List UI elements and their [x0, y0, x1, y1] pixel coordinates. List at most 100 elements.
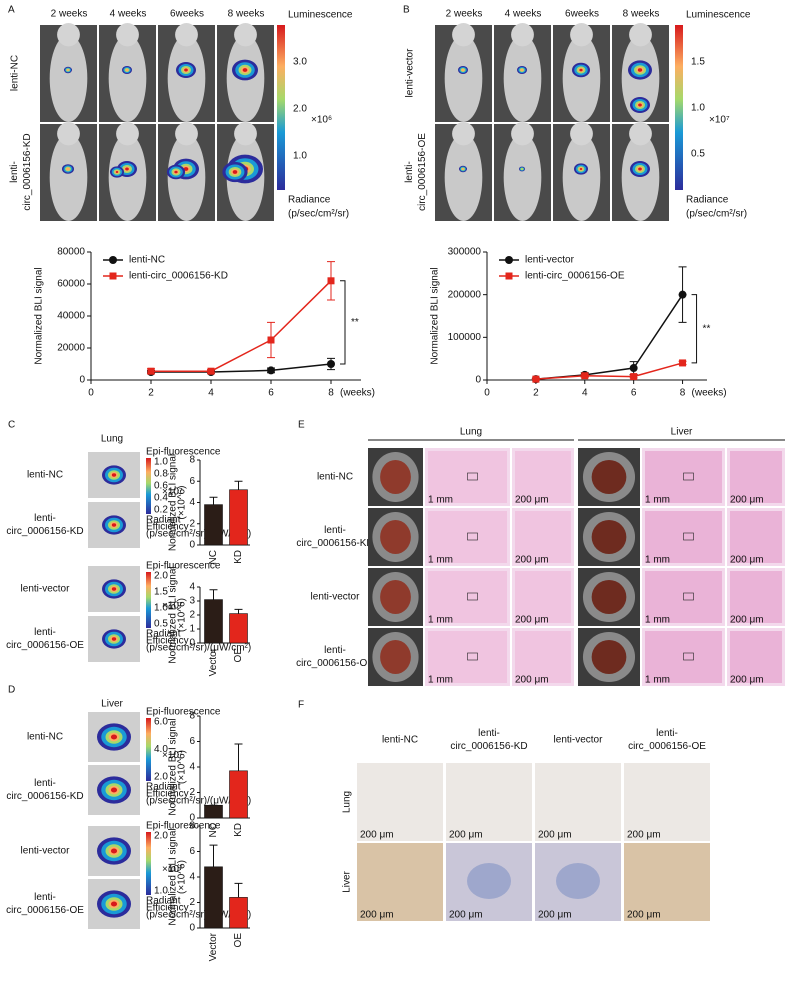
colorbar: [277, 25, 285, 190]
colorbar-tick: 0.4: [154, 493, 168, 504]
colorbar-tick: 0.2: [154, 505, 168, 516]
y-tick-label: 2: [189, 787, 195, 798]
colorbar-unit: (p/sec/cm²/sr): [686, 209, 747, 220]
colorbar-scale: ×10⁷: [162, 487, 183, 498]
colorbar-tick: 2.0: [154, 571, 168, 582]
mouse-head: [116, 23, 139, 47]
colorbar-title: Epi-fluorescence: [146, 447, 221, 458]
row-label: lenti-NC: [27, 470, 63, 481]
scale-bar-label: 1 mm: [428, 495, 453, 506]
colorbar-unit: Efficiency: [146, 522, 189, 533]
marker: [581, 372, 589, 380]
signal: [110, 787, 118, 793]
signal: [461, 167, 465, 171]
x-axis-label: (weeks): [692, 388, 727, 399]
significance-bracket: [340, 280, 346, 365]
y-tick-label: 2: [189, 518, 195, 529]
signal: [111, 637, 117, 641]
colorbar-tick: 0.5: [154, 619, 168, 630]
organ: [380, 520, 411, 554]
signal: [66, 68, 70, 72]
signal: [110, 734, 118, 740]
mouse-body: [108, 34, 147, 122]
x-tick-label: 2: [533, 388, 539, 399]
y-tick-label: 40000: [57, 311, 85, 322]
marker: [267, 336, 275, 344]
legend-marker: [505, 272, 513, 280]
colorbar-tick: 1.0: [154, 603, 168, 614]
error-bar: [234, 743, 243, 771]
mouse-head: [57, 23, 80, 47]
organ-label: Lung: [101, 434, 123, 445]
legend-label: lenti-circ_0006156-OE: [525, 271, 625, 282]
photo: [357, 763, 443, 841]
week-label: 8 weeks: [228, 9, 265, 20]
legend-marker: [505, 256, 513, 264]
signal: [66, 167, 70, 171]
mouse-body: [444, 133, 483, 222]
y-tick-label: 1: [189, 624, 195, 635]
mouse-body: [167, 34, 206, 122]
y-axis-label: Normalized BLI signal: [168, 566, 179, 663]
row-label: lenti-NC: [317, 472, 353, 483]
x-tick-label: OE: [233, 648, 244, 663]
row-label: Lung: [342, 791, 353, 813]
legend-marker: [109, 256, 117, 264]
organ: [591, 460, 627, 494]
y-tick-label: 6: [189, 846, 195, 857]
y-tick-label: 80000: [57, 247, 85, 258]
row-label: lenti-: [34, 778, 56, 789]
row-label: lenti-: [34, 892, 56, 903]
panel-letter: C: [8, 420, 15, 431]
column-label: lenti-: [478, 728, 500, 739]
y-tick-label: 0: [189, 540, 195, 551]
scale-bar-label: 200 μm: [360, 910, 394, 921]
mouse-body: [562, 133, 601, 222]
row-label: circ_0006156-OE: [6, 905, 84, 916]
scale-bar-label: 200 μm: [730, 495, 764, 506]
colorbar-unit: (p/sec/cm²/sr)/(μW/cm²): [146, 643, 251, 654]
row-label: lenti-vector: [311, 592, 361, 603]
inset-box: [683, 592, 694, 601]
inset-box: [467, 532, 478, 541]
column-label: circ_0006156-KD: [450, 741, 527, 752]
y-tick-label: 8: [189, 821, 195, 832]
scale-bar-label: 200 μm: [449, 830, 483, 841]
colorbar-scale: ×10⁷: [162, 864, 183, 875]
colorbar-scale: ×10⁷: [162, 601, 183, 612]
inset-box: [467, 652, 478, 661]
bar: [204, 504, 223, 546]
colorbar-unit: (p/sec/cm²/sr)/(μW/cm²): [146, 796, 251, 807]
stain: [467, 863, 511, 899]
mouse-body: [49, 34, 88, 122]
signal: [461, 68, 465, 72]
mouse-body: [444, 34, 483, 122]
panel-letter: B: [403, 5, 410, 16]
signal: [110, 848, 118, 854]
row-label: lenti-vector: [21, 584, 71, 595]
colorbar-unit: Radiance: [686, 195, 729, 206]
colorbar-title: Luminescence: [686, 10, 751, 21]
x-tick-label: NC: [208, 823, 219, 837]
mouse-head: [570, 122, 593, 146]
mouse-head: [175, 23, 198, 47]
signal: [125, 68, 129, 72]
marker: [327, 360, 335, 368]
y-tick-label: 60000: [57, 279, 85, 290]
y-tick-label: 4: [189, 582, 195, 593]
error-bar: [234, 882, 243, 898]
marker: [327, 277, 335, 285]
column-header: Lung: [460, 427, 482, 438]
colorbar-title: Epi-fluorescence: [146, 821, 221, 832]
tissue: [515, 511, 571, 563]
row-label: lenti-NC: [10, 55, 21, 91]
signal: [111, 523, 117, 527]
tissue: [515, 571, 571, 623]
y-tick-label: 8: [189, 455, 195, 466]
x-tick-label: NC: [208, 550, 219, 564]
mouse-head: [234, 23, 257, 47]
week-label: 2 weeks: [446, 9, 483, 20]
signal: [115, 170, 119, 174]
mouse-head: [452, 122, 475, 146]
photo: [357, 843, 443, 921]
